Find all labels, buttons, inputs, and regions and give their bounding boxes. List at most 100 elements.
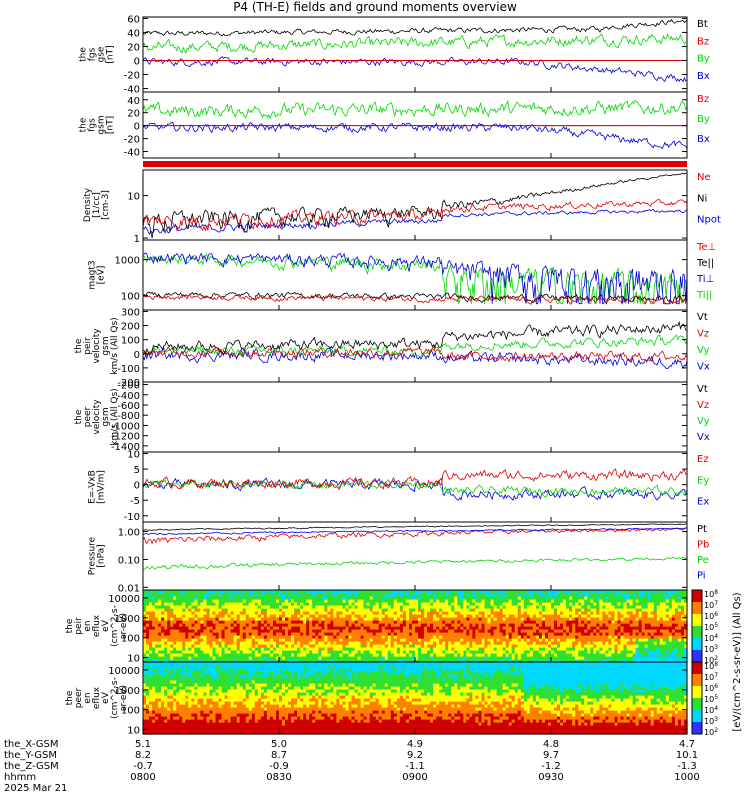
spectrogram-cell [200,611,204,615]
spectrogram-cell [251,602,256,606]
spectrogram-cell [194,665,198,669]
spectrogram-cell [372,602,377,606]
spectrogram-cell [170,623,174,627]
spectrogram-cell [469,632,473,636]
spectrogram-cell [342,620,347,624]
spectrogram-cell [306,653,310,657]
spectrogram-cell [629,614,634,618]
spectrogram-cell [375,605,380,609]
spectrogram-cell [487,647,492,651]
spectrogram-cell [596,599,600,603]
spectrogram-cell [454,632,458,636]
spectrogram-cell [596,653,600,657]
spectrogram-cell [209,656,214,660]
y-label-line: peir [74,617,84,635]
spectrogram-cell [276,590,280,594]
spectrogram-cell [551,641,555,645]
spectrogram-cell [194,602,198,606]
spectrogram-cell [638,641,643,645]
spectrogram-cell [572,614,576,618]
spectrogram-cell [197,725,201,729]
spectrogram-cell [629,638,634,642]
spectrogram-cell [173,614,177,618]
spectrogram-cell [342,623,347,627]
spectrogram-cell [330,617,334,621]
spectrogram-cell [599,614,603,618]
spectrogram-cell [375,602,380,606]
spectrogram-cell [354,644,359,648]
spectrogram-cell [626,602,631,606]
spectrogram-cell [221,656,226,660]
spectrogram-cell [300,626,304,630]
spectrogram-cell [372,650,377,654]
spectrogram-cell [188,602,192,606]
spectrogram-cell [611,608,615,612]
y-tick-label: 0 [134,481,140,492]
spectrogram-cell [209,617,214,621]
spectrogram-cell [170,692,174,696]
spectrogram-cell [490,635,495,639]
spectrogram-cell [421,626,425,630]
spectrogram-cell [176,677,180,681]
y-label-line: magt3 [88,260,98,289]
spectrogram-cell [481,593,486,597]
spectrogram-cell [635,611,640,615]
spectrogram-cell [366,644,371,648]
spectrogram-cell [566,626,570,630]
spectrogram-cell [454,593,458,597]
spectrogram-cell [532,593,537,597]
spectrogram-cell [409,659,413,663]
spectrogram-cell [194,614,198,618]
spectrogram-cell [460,599,464,603]
spectrogram-cell [681,626,685,630]
spectrogram-cell [300,659,304,663]
spectrogram-cell [236,647,241,651]
spectrogram-cell [242,647,247,651]
spectrogram-cell [384,635,389,639]
spectrogram-cell [578,611,582,615]
spectrogram-cell [155,728,159,732]
spectrogram-cell [185,602,189,606]
spectrogram-cell [538,590,543,594]
spectrogram-cell [421,635,425,639]
spectrogram-cell [327,599,331,603]
spectrogram-cell [288,650,292,654]
spectrogram-cell [248,623,253,627]
spectrogram-cell [357,638,362,642]
spectrogram-cell [327,659,331,663]
spectrogram-cell [617,602,622,606]
spectrogram-cell [478,641,483,645]
spectrogram-cell [291,638,295,642]
spectrogram-cell [239,626,244,630]
spectrogram-cell [418,617,422,621]
spectrogram-cell [451,605,455,609]
spectrogram-cell [357,653,362,657]
spectrogram-cell [224,599,229,603]
spectrogram-cell [345,656,350,660]
spectrogram-cell [333,605,337,609]
spectrogram-cell [418,653,422,657]
spectrogram-cell [505,620,510,624]
spectrogram-cell [273,593,277,597]
spectrogram-cell [575,623,579,627]
spectrogram-cell [681,590,685,594]
spectrogram-cell [569,623,573,627]
spectrogram-cell [266,650,271,654]
spectrogram-cell [248,653,253,657]
spectrogram-cell [393,641,398,645]
spectrogram-cell [526,611,531,615]
spectrogram-cell [641,653,646,657]
spectrogram-cell [194,599,198,603]
spectrogram-cell [484,611,489,615]
legend-Bx: Bx [697,71,710,82]
spectrogram-cell [251,650,256,654]
spectrogram-cell [523,656,528,660]
spectrogram-cell [212,638,217,642]
spectrogram-cell [242,608,247,612]
spectrogram-cell [197,620,201,624]
spectrogram-cell [179,593,183,597]
spectrogram-cell [399,599,404,603]
spectrogram-cell [366,608,371,612]
spectrogram-cell [475,593,479,597]
spectrogram-cell [523,626,528,630]
